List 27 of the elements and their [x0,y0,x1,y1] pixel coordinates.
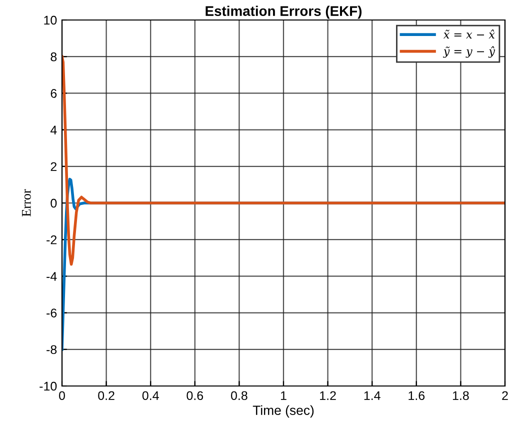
legend-label: ỹ = y − ŷ [443,46,496,58]
x-tick-label: 1.4 [364,391,380,400]
legend-label: x̃ = x − x̂ [443,30,495,38]
x-tick-label: 1 [280,391,286,400]
y-tick-label: -8 [46,345,57,354]
x-tick-label: 1.2 [320,391,336,400]
chart-title: Estimation Errors (EKF) [206,6,362,19]
x-tick-label: 2 [502,391,508,400]
y-tick-label: 10 [44,16,57,25]
y-tick-label: -6 [46,308,57,318]
y-tick-label: 8 [50,52,57,62]
y-tick-label: -4 [46,272,57,281]
y-tick-label: 0 [50,198,57,208]
x-tick-label: 1.6 [408,391,425,400]
x-axis-title: Time (sec) [252,405,314,418]
y-axis-title: Error [22,189,31,217]
x-tick-label: 0.2 [98,391,114,400]
y-tick-label: 6 [50,89,57,98]
x-tick-label: 1.8 [452,391,469,400]
y-tick-label: 4 [50,126,57,134]
y-tick-label: 2 [50,162,57,171]
x-tick-label: 0.6 [186,391,204,400]
x-tick-label: 0.8 [231,391,248,400]
y-tick-label: -2 [46,235,57,244]
x-tick-label: 0.4 [142,391,159,400]
y-tick-label: -10 [40,382,57,391]
x-tick-label: 0 [59,391,65,400]
